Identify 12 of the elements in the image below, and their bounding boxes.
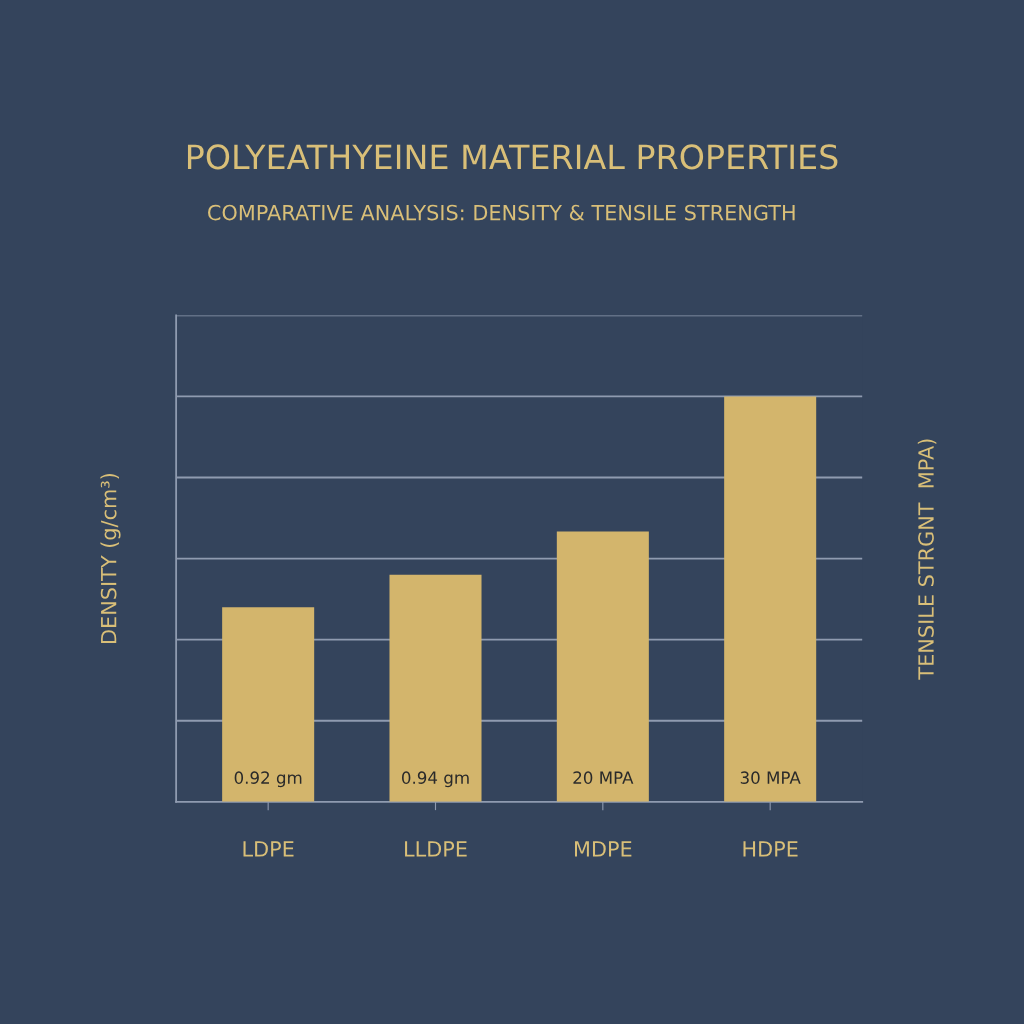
data-label: 20 MPA bbox=[573, 771, 634, 784]
x-tick-label: LDPE bbox=[243, 841, 294, 857]
chart-title: POLYEATHYEINE MATERIAL PROPERTIES bbox=[187, 144, 838, 170]
data-label: 30 MPA bbox=[740, 771, 801, 784]
x-tick-label: MDPE bbox=[575, 841, 632, 857]
y2-axis-title: TENSILE STRGNT MPA) bbox=[917, 439, 937, 680]
data-label: 0.94 gm bbox=[401, 771, 469, 788]
chart-subtitle: COMPARATIVE ANALYSIS: DENSITY & TENSILE STRENGTH bbox=[208, 204, 795, 221]
y-axis-title: DENSITY (g/cm³) bbox=[100, 473, 121, 643]
x-tick-label: HDPE bbox=[743, 841, 798, 857]
x-tick-label: LLDPE bbox=[405, 841, 467, 857]
data-label: 0.92 gm bbox=[234, 771, 302, 788]
